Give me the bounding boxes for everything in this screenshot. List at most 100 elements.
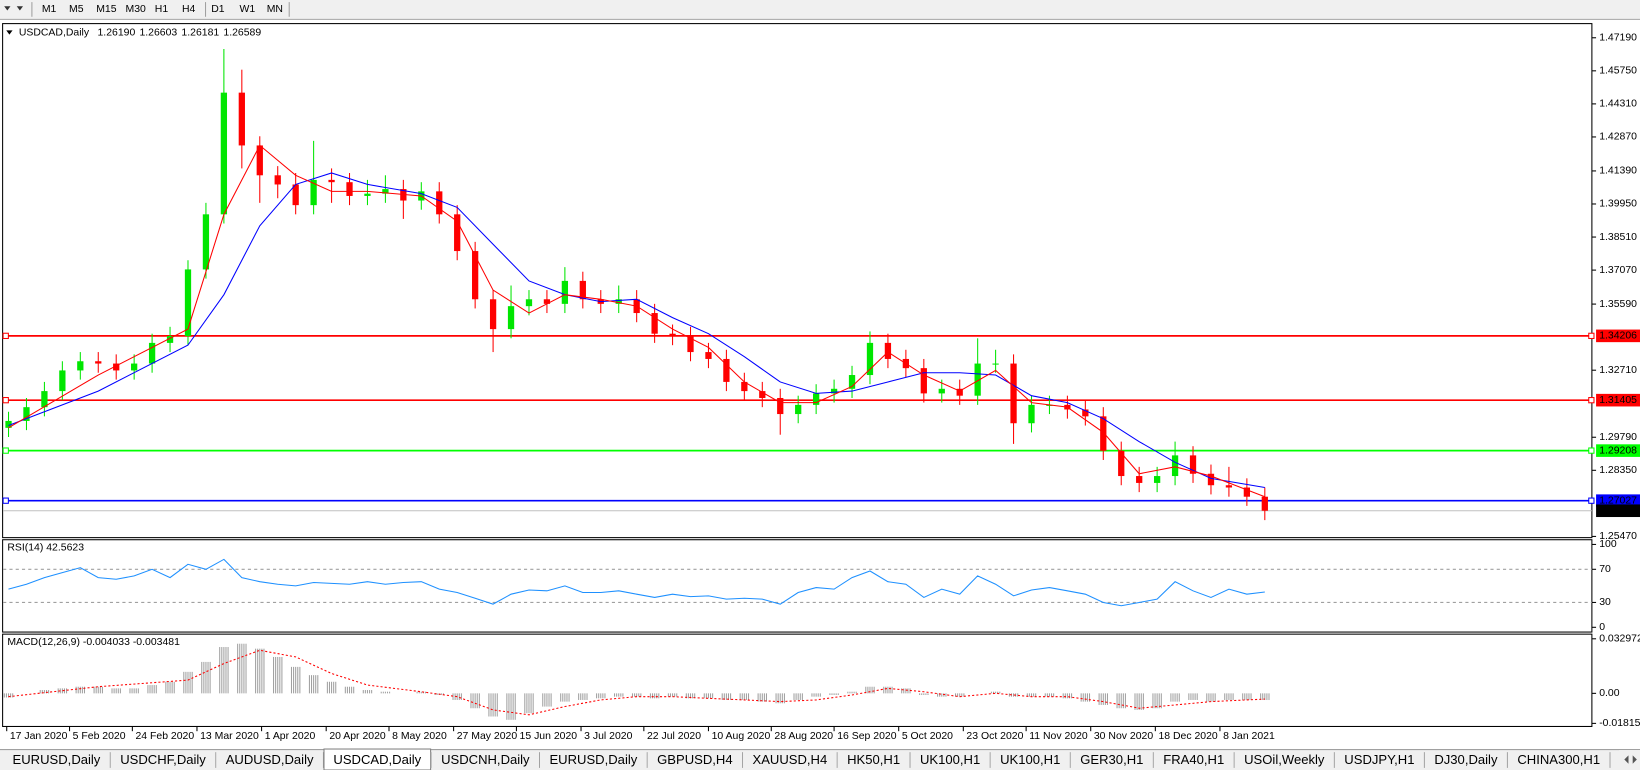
collapse-icon[interactable] xyxy=(6,30,13,35)
candle-body xyxy=(1100,416,1107,451)
level-handle[interactable] xyxy=(2,332,9,340)
tab[interactable] xyxy=(3,751,110,769)
moving-average xyxy=(8,144,1266,498)
y-tick-label: 1.42870 xyxy=(1599,132,1637,143)
tab-label[interactable]: UK100,H1 xyxy=(920,752,980,767)
indicator-title: RSI(14) 42.5623 xyxy=(7,542,84,553)
tab-label[interactable]: USDJPY,H1 xyxy=(1344,752,1414,767)
candle-body xyxy=(59,370,66,392)
tab-label[interactable]: USDCNH,Daily xyxy=(441,752,530,767)
tab[interactable] xyxy=(1507,751,1610,769)
quote: 1.26589 xyxy=(223,27,261,38)
chart-header: USDCAD,Daily 1.26190 1.26603 1.26181 1.26589 xyxy=(19,27,262,38)
tab[interactable] xyxy=(910,751,990,769)
candle-body xyxy=(1028,404,1035,424)
tab-label[interactable]: DJ30,Daily xyxy=(1434,752,1498,767)
tab[interactable] xyxy=(743,751,837,769)
level-handle[interactable] xyxy=(1588,397,1595,404)
tab[interactable] xyxy=(647,751,743,769)
y-tick-label: 1.25470 xyxy=(1599,531,1637,542)
tab-label[interactable]: FRA40,H1 xyxy=(1163,752,1224,767)
y-tick-label: 0 xyxy=(1599,622,1605,633)
price-tag-label: 1.27027 xyxy=(1599,495,1637,506)
candle-body xyxy=(5,420,12,428)
level-handle[interactable] xyxy=(1588,447,1595,454)
x-tick-label: 15 Jun 2020 xyxy=(520,731,578,742)
candle-body xyxy=(346,182,353,196)
x-tick-label: 3 Jul 2020 xyxy=(584,731,632,742)
timeframe-button[interactable]: M5 xyxy=(69,4,84,15)
tab-label[interactable]: GBPUSD,H4 xyxy=(657,752,732,767)
quote: 1.26190 xyxy=(97,27,135,38)
x-tick-label: 24 Feb 2020 xyxy=(135,731,194,742)
timeframe-button[interactable]: M15 xyxy=(96,4,117,15)
candle-body xyxy=(364,193,371,196)
level-handle[interactable] xyxy=(1588,332,1595,340)
candle-body xyxy=(382,189,389,194)
tab-label[interactable]: EURUSD,Daily xyxy=(549,752,637,767)
moving-average xyxy=(8,172,1265,489)
x-tick-label: 5 Oct 2020 xyxy=(902,731,953,742)
candle-body xyxy=(310,179,317,206)
candle-body xyxy=(1189,455,1197,474)
candle-body xyxy=(454,214,461,252)
level-handle[interactable] xyxy=(2,397,9,404)
candle-body xyxy=(848,375,856,389)
level-handle[interactable] xyxy=(2,497,9,504)
timeframe-button[interactable]: MN xyxy=(267,4,283,15)
level-handle[interactable] xyxy=(1588,497,1595,504)
timeframe-button[interactable]: H1 xyxy=(155,4,169,15)
candle-body xyxy=(741,381,748,392)
price-tag xyxy=(1596,329,1640,343)
candle-body xyxy=(148,342,156,364)
quote: 1.26181 xyxy=(181,27,219,38)
tab-label[interactable]: USOil,Weekly xyxy=(1244,752,1325,767)
candle-body xyxy=(23,407,30,421)
candle-body xyxy=(866,342,874,376)
timeframe-button[interactable]: M1 xyxy=(42,4,57,15)
tab[interactable] xyxy=(431,751,540,769)
tab-label[interactable]: USDCHF,Daily xyxy=(120,752,206,767)
toolbar-dropdown[interactable] xyxy=(16,6,24,11)
tab-scroll-right[interactable] xyxy=(1632,755,1637,764)
candle-body xyxy=(561,280,569,304)
timeframe-buttons: M1 M5 M15 M30 H1 H4 D1 W1 MN xyxy=(42,2,290,17)
timeframe-button[interactable]: W1 xyxy=(240,4,256,15)
candle-body xyxy=(77,361,84,371)
toolbar-icon[interactable] xyxy=(4,6,11,11)
tab-label[interactable]: HK50,H1 xyxy=(847,752,900,767)
tab[interactable] xyxy=(1234,751,1334,769)
tab-label[interactable]: XAUUSD,H4 xyxy=(753,752,828,767)
tab[interactable] xyxy=(1334,751,1424,769)
candle-body xyxy=(328,179,335,183)
tab[interactable] xyxy=(216,751,323,769)
y-tick-label: 1.28350 xyxy=(1599,465,1637,476)
tab-label[interactable]: GER30,H1 xyxy=(1080,752,1143,767)
tab[interactable] xyxy=(1424,751,1507,769)
tab-label[interactable]: USDCAD,Daily xyxy=(333,752,421,767)
timeframe-button[interactable]: D1 xyxy=(211,4,225,15)
tab-label[interactable]: UK100,H1 xyxy=(1000,752,1060,767)
candle-body xyxy=(1010,363,1017,424)
tab[interactable] xyxy=(837,751,910,769)
timeframe-button[interactable]: H4 xyxy=(182,4,196,15)
tab-label[interactable]: CHINA300,H1 xyxy=(1517,752,1600,767)
tab[interactable] xyxy=(110,751,216,769)
y-tick-label: 0.032972 xyxy=(1599,634,1640,645)
timeframe-button[interactable]: M30 xyxy=(126,4,147,15)
tab[interactable] xyxy=(540,751,647,769)
level-handle[interactable] xyxy=(2,447,9,454)
candle-body xyxy=(956,388,963,396)
tab-label[interactable]: EURUSD,Daily xyxy=(13,752,101,767)
x-tick-label: 11 Nov 2020 xyxy=(1029,731,1088,742)
tab-label[interactable]: AUDUSD,Daily xyxy=(226,752,314,767)
tab-scroll-left[interactable] xyxy=(1624,755,1629,764)
tab[interactable] xyxy=(990,751,1070,769)
tab[interactable] xyxy=(1070,751,1153,769)
price-tag-label: 1.26589 xyxy=(1599,505,1637,516)
tab[interactable] xyxy=(1153,751,1234,769)
tab-scroll[interactable] xyxy=(1619,750,1640,770)
y-tick-label: 1.29790 xyxy=(1599,432,1637,443)
candle-body xyxy=(184,269,192,336)
